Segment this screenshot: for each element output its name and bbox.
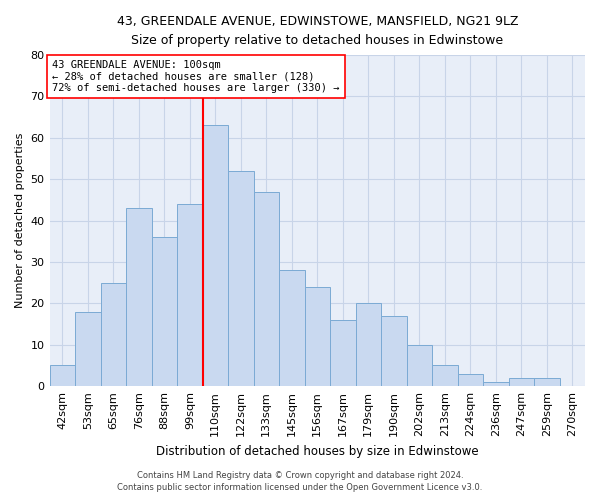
Bar	[534, 378, 560, 386]
Bar	[432, 366, 458, 386]
Bar	[101, 282, 126, 386]
Text: 43 GREENDALE AVENUE: 100sqm
← 28% of detached houses are smaller (128)
72% of se: 43 GREENDALE AVENUE: 100sqm ← 28% of det…	[52, 60, 340, 94]
Bar	[75, 312, 101, 386]
Bar	[203, 126, 228, 386]
Bar	[381, 316, 407, 386]
Bar	[305, 287, 330, 386]
Bar	[483, 382, 509, 386]
Bar	[152, 237, 177, 386]
Bar	[126, 208, 152, 386]
Bar	[407, 345, 432, 386]
Bar	[458, 374, 483, 386]
Bar	[509, 378, 534, 386]
Title: 43, GREENDALE AVENUE, EDWINSTOWE, MANSFIELD, NG21 9LZ
Size of property relative : 43, GREENDALE AVENUE, EDWINSTOWE, MANSFI…	[116, 15, 518, 47]
Y-axis label: Number of detached properties: Number of detached properties	[15, 133, 25, 308]
Bar	[177, 204, 203, 386]
Bar	[356, 304, 381, 386]
Bar	[50, 366, 75, 386]
X-axis label: Distribution of detached houses by size in Edwinstowe: Distribution of detached houses by size …	[156, 444, 479, 458]
Bar	[254, 192, 279, 386]
Bar	[330, 320, 356, 386]
Bar	[228, 171, 254, 386]
Text: Contains HM Land Registry data © Crown copyright and database right 2024.
Contai: Contains HM Land Registry data © Crown c…	[118, 471, 482, 492]
Bar	[279, 270, 305, 386]
